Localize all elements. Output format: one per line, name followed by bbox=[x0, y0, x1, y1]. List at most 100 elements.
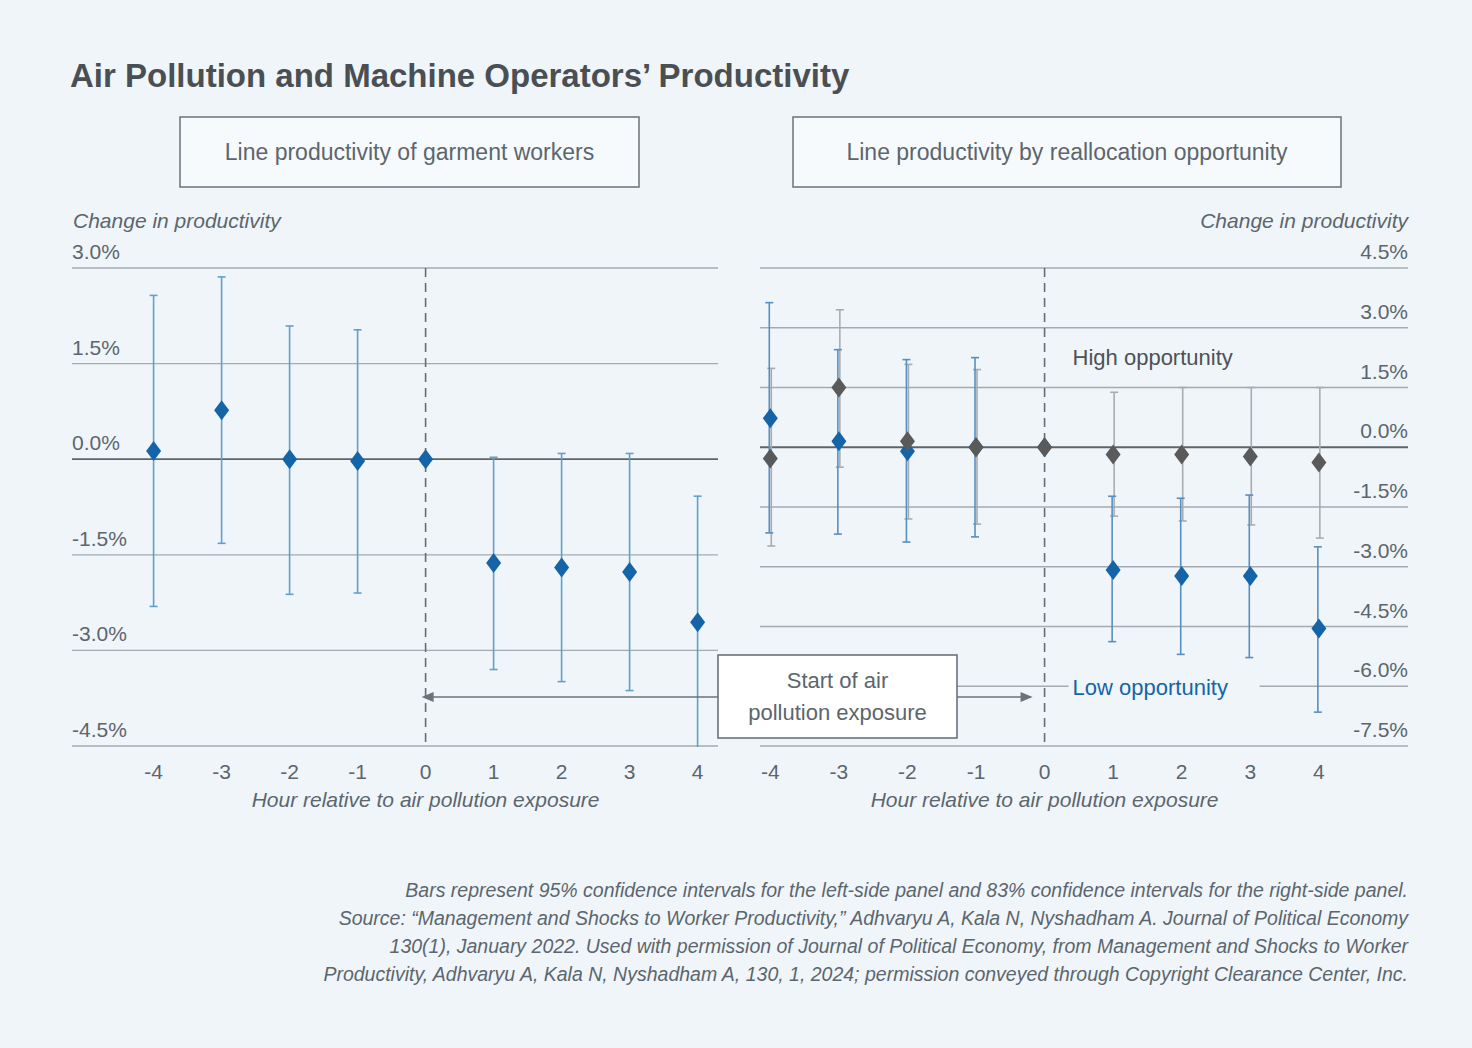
point bbox=[1037, 437, 1052, 457]
point bbox=[350, 451, 365, 471]
arrow-line bbox=[957, 696, 1031, 698]
point bbox=[969, 437, 984, 457]
arrow-line bbox=[430, 696, 718, 698]
x-tick-label: 1 bbox=[1107, 760, 1119, 783]
background bbox=[0, 0, 1472, 1048]
title: Air Pollution and Machine Operators’ Pro… bbox=[70, 57, 850, 94]
error-bar-cap bbox=[354, 592, 362, 594]
annotation-box bbox=[718, 655, 957, 738]
footnote: 130(1), January 2022. Used with permissi… bbox=[390, 935, 1410, 957]
point bbox=[763, 448, 778, 468]
arrow-head bbox=[1021, 692, 1033, 702]
grid-line bbox=[72, 267, 718, 268]
error-bar-cap bbox=[150, 295, 158, 297]
y-tick-label: 4.5% bbox=[1360, 240, 1408, 263]
error-bar-cap bbox=[971, 536, 979, 538]
error-bar-cap bbox=[286, 594, 294, 596]
error-bar-cap bbox=[1108, 641, 1116, 643]
point bbox=[831, 378, 846, 398]
error-bar-cap bbox=[902, 359, 910, 361]
series-label: High opportunity bbox=[1073, 345, 1233, 370]
reference-line bbox=[425, 268, 427, 746]
error-bar-cap bbox=[490, 669, 498, 671]
error-bar-cap bbox=[1245, 657, 1253, 659]
error-bar-cap bbox=[902, 541, 910, 543]
point bbox=[486, 553, 501, 573]
error-bar-cap bbox=[354, 329, 362, 331]
error-bar-cap bbox=[1179, 387, 1187, 389]
y-tick-label: 0.0% bbox=[72, 431, 120, 454]
point bbox=[1106, 444, 1121, 464]
annotation-text: Start of air bbox=[787, 668, 888, 693]
panel: Line productivity of garment workersChan… bbox=[72, 117, 718, 811]
x-axis-label: Hour relative to air pollution exposure bbox=[252, 788, 600, 811]
error-bar-cap bbox=[694, 495, 702, 497]
error-bar-cap bbox=[150, 606, 158, 608]
grid-line bbox=[72, 458, 718, 460]
marks bbox=[146, 277, 705, 747]
label-bg bbox=[1069, 343, 1272, 373]
x-tick-label: -4 bbox=[144, 760, 163, 783]
x-tick-label: 3 bbox=[1244, 760, 1256, 783]
reference-line bbox=[1044, 268, 1046, 746]
point bbox=[1106, 560, 1121, 580]
error-bar-cap bbox=[1316, 387, 1324, 389]
error-bar-cap bbox=[971, 357, 979, 359]
marks bbox=[763, 303, 1327, 712]
error-bar-cap bbox=[765, 302, 773, 304]
point bbox=[1311, 452, 1326, 472]
grid-line bbox=[760, 267, 1408, 268]
panel-title-box bbox=[793, 117, 1341, 187]
error-bar-cap bbox=[1247, 387, 1255, 389]
point bbox=[831, 431, 846, 451]
point bbox=[763, 408, 778, 428]
grid-line bbox=[760, 566, 1408, 567]
chart: Air Pollution and Machine Operators’ Pro… bbox=[0, 0, 1472, 1048]
annotation: Start of air pollution exposure bbox=[422, 655, 1033, 738]
y-axis-label: Change in productivity bbox=[1200, 209, 1409, 232]
x-tick-label: 1 bbox=[488, 760, 500, 783]
error-bar-cap bbox=[1245, 494, 1253, 496]
y-tick-label: -3.0% bbox=[1353, 539, 1408, 562]
grid-line bbox=[72, 745, 718, 746]
error-bar-cap bbox=[834, 349, 842, 351]
panel-title: Line productivity by reallocation opport… bbox=[846, 139, 1288, 165]
x-tick-label: 0 bbox=[420, 760, 432, 783]
x-tick-label: 2 bbox=[1176, 760, 1188, 783]
grid-line bbox=[760, 626, 1408, 627]
error-bar-cap bbox=[1314, 546, 1322, 548]
x-tick-label: -1 bbox=[967, 760, 986, 783]
error-bar-cap bbox=[626, 690, 634, 692]
error-bar-cap bbox=[218, 543, 226, 545]
point bbox=[1243, 566, 1258, 586]
y-axis-label: Change in productivity bbox=[73, 209, 282, 232]
error-bar-cap bbox=[765, 532, 773, 534]
grid-line bbox=[72, 554, 718, 555]
grid-line bbox=[760, 745, 1408, 746]
x-tick-label: -1 bbox=[348, 760, 367, 783]
error-bar-cap bbox=[490, 456, 498, 458]
point bbox=[1037, 437, 1052, 457]
point bbox=[1243, 446, 1258, 466]
error-bar-cap bbox=[1314, 711, 1322, 713]
point bbox=[1174, 566, 1189, 586]
y-tick-label: 0.0% bbox=[1360, 419, 1408, 442]
error-bar-cap bbox=[626, 453, 634, 455]
footnote: Source: “Management and Shocks to Worker… bbox=[339, 907, 1410, 929]
x-tick-label: 3 bbox=[624, 760, 636, 783]
x-tick-label: -2 bbox=[898, 760, 917, 783]
y-tick-label: -4.5% bbox=[72, 718, 127, 741]
point bbox=[969, 437, 984, 457]
point bbox=[690, 612, 705, 632]
x-tick-label: -3 bbox=[212, 760, 231, 783]
y-tick-label: -1.5% bbox=[1353, 479, 1408, 502]
error-bar-cap bbox=[1177, 497, 1185, 499]
annotation-text: pollution exposure bbox=[748, 700, 927, 725]
point bbox=[418, 449, 433, 469]
point bbox=[622, 562, 637, 582]
x-tick-label: 4 bbox=[692, 760, 704, 783]
y-tick-label: 1.5% bbox=[72, 336, 120, 359]
grid-line bbox=[72, 650, 718, 651]
x-tick-label: -3 bbox=[830, 760, 849, 783]
x-tick-label: -2 bbox=[280, 760, 299, 783]
